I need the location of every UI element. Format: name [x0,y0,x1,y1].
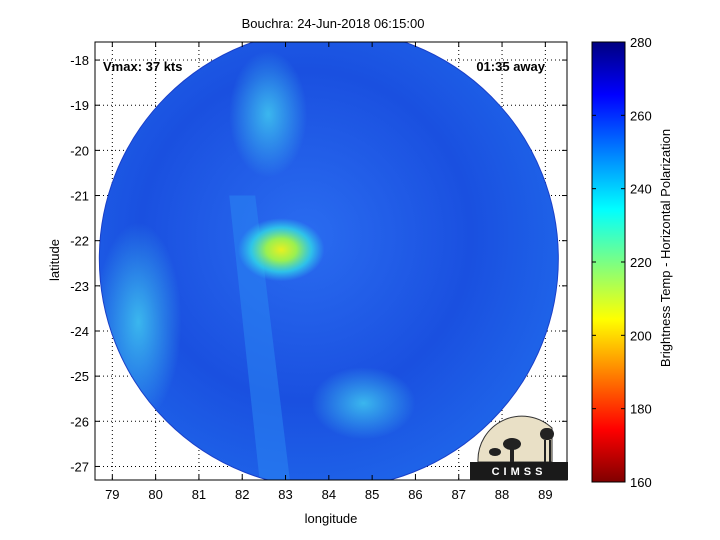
y-tick-label: -20 [70,143,89,158]
logo-satellite-dish-icon [489,448,501,456]
y-tick-label: -23 [70,279,89,294]
colorbar: 280 260 240 220 200 180 160 Brightness Temp - … [591,35,673,490]
cloud-band [311,367,416,440]
swath-layer [98,42,559,480]
colorbar-tick-label: 240 [630,182,652,197]
logo-tower-leg [544,440,546,464]
x-axis-title: longitude [305,511,358,526]
time-away-annotation: 01:35 away [476,59,545,74]
microwave-swath [99,42,559,480]
x-axis: 79 80 81 82 83 84 85 86 87 88 89 [105,42,553,502]
y-tick-label: -26 [70,414,89,429]
logo-dish-mount [510,448,514,462]
plot-frame [94,41,568,481]
swath-edge [98,42,559,480]
x-tick-label: 83 [278,487,292,502]
x-tick-label: 84 [322,487,336,502]
x-tick-label: 87 [452,487,466,502]
x-tick-label: 85 [365,487,379,502]
logo-text: CIMSS [492,466,547,478]
y-tick-label: -19 [70,98,89,113]
chart-title: Bouchra: 24-Jun-2018 06:15:00 [242,16,425,31]
y-tick-label: -22 [70,234,89,249]
x-tick-label: 81 [192,487,206,502]
swath-seam-band [229,195,290,480]
plot-area: 79 80 81 82 83 84 85 86 87 88 89 -18 -19 -20 -21 -22 -2… [70,41,568,502]
storm-core [237,218,325,282]
x-tick-label: 86 [408,487,422,502]
y-tick-label: -21 [70,189,89,204]
colorbar-gradient [591,41,626,483]
y-tick-label: -18 [70,53,89,68]
logo-water-tower-icon [540,428,554,440]
y-tick-label: -27 [70,459,89,474]
colorbar-tick-label: 260 [630,108,652,123]
colorbar-tick-label: 180 [630,402,652,417]
y-axis: -18 -19 -20 -21 -22 -23 -24 -25 -26 -27 [70,53,567,474]
vmax-annotation: Vmax: 37 kts [103,59,183,74]
logo-tower-leg [549,440,551,464]
cimss-logo: CIMSS [470,415,568,480]
x-tick-label: 79 [105,487,119,502]
y-tick-label: -24 [70,324,89,339]
colorbar-tick-label: 160 [630,475,652,490]
x-tick-label: 80 [148,487,162,502]
y-axis-title: latitude [47,239,62,281]
y-tick-label: -25 [70,369,89,384]
colorbar-ticks: 280 260 240 220 200 180 160 [592,35,652,490]
logo-banner [470,462,568,480]
cloud-band [229,51,308,178]
colorbar-tick-label: 220 [630,255,652,270]
x-tick-label: 82 [235,487,249,502]
colorbar-label: Brightness Temp - Horizontal Polarizatio… [658,129,673,367]
x-tick-label: 89 [538,487,552,502]
x-tick-label: 88 [495,487,509,502]
colorbar-tick-label: 200 [630,328,652,343]
colorbar-tick-label: 280 [630,35,652,50]
logo-satellite-dish-icon [503,438,521,450]
